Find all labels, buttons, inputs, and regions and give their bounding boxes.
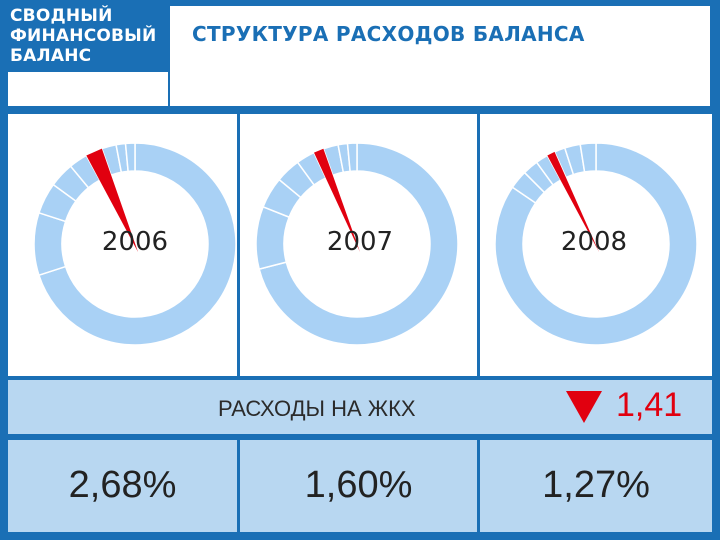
percent-cell-2007: 1,60% <box>240 440 477 532</box>
down-triangle-icon <box>566 391 602 423</box>
percent-value-2006: 2,68% <box>68 464 177 506</box>
logo-block: СВОДНЫЙ ФИНАНСОВЫЙ БАЛАНС <box>0 0 168 72</box>
donut-segment-2006-8 <box>124 142 136 173</box>
donut-segment-2007-0 <box>258 142 459 346</box>
highlight-wedge-2008 <box>547 151 599 252</box>
percent-value-2007: 1,60% <box>304 464 413 506</box>
highlight-wedge-2006 <box>86 148 138 252</box>
donut-segment-2007-1 <box>255 205 291 271</box>
highlight-wedge-2007 <box>313 148 360 252</box>
header: СТРУКТУРА РАСХОДОВ БАЛАНСА <box>170 6 710 106</box>
logo-line-3: БАЛАНС <box>10 46 92 66</box>
percent-cell-2008: 1,27% <box>480 440 712 532</box>
logo-line-1: СВОДНЫЙ <box>10 6 113 26</box>
strip-label: РАСХОДЫ НА ЖКХ <box>218 396 416 421</box>
header-left-area <box>8 72 168 106</box>
percent-value-2008: 1,27% <box>542 464 650 506</box>
donut-segment-2006-1 <box>33 211 67 277</box>
year-label-2008: 2008 <box>561 227 627 257</box>
expenses-strip: РАСХОДЫ НА ЖКХ <box>8 380 712 434</box>
percent-cell-2006: 2,68% <box>8 440 237 532</box>
page-title: СТРУКТУРА РАСХОДОВ БАЛАНСА <box>192 22 585 46</box>
donut-segment-2006-0 <box>37 142 237 346</box>
logo-line-2: ФИНАНСОВЫЙ <box>10 26 157 46</box>
year-label-2007: 2007 <box>327 227 393 257</box>
strip-change-value: 1,41 <box>616 386 683 424</box>
donut-segment-2008-7 <box>579 142 597 173</box>
donut-segment-2008-0 <box>494 142 698 346</box>
donut-segment-2007-8 <box>346 142 358 173</box>
year-label-2006: 2006 <box>102 227 168 257</box>
